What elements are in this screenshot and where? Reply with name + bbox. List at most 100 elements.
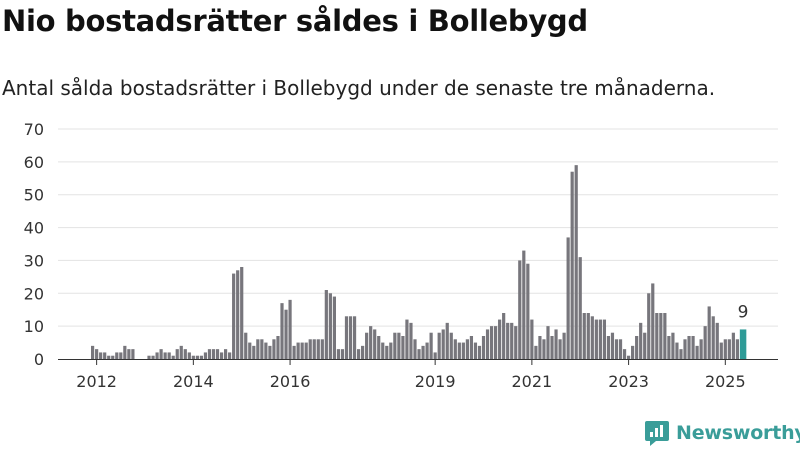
bar <box>352 316 357 359</box>
bar <box>365 332 369 359</box>
bar <box>663 313 667 359</box>
bar <box>659 313 663 359</box>
bar <box>240 267 244 359</box>
bar <box>731 332 735 359</box>
bar <box>276 336 280 359</box>
bar <box>590 316 594 359</box>
bar <box>316 339 320 359</box>
bar <box>530 319 534 359</box>
y-tick-label: 60 <box>24 153 44 172</box>
bar <box>381 342 385 359</box>
bar <box>598 319 602 359</box>
bar <box>119 352 123 359</box>
bar <box>300 342 304 359</box>
x-axis-ticks: 2012 2014 2016 2019 2021 2023 2025 <box>76 359 746 391</box>
bar <box>707 306 711 359</box>
bar <box>502 313 506 359</box>
bars <box>91 165 747 359</box>
bar <box>514 326 518 359</box>
bar <box>163 352 167 359</box>
bar <box>498 319 502 359</box>
y-tick-label: 30 <box>24 251 44 270</box>
bar <box>550 336 554 359</box>
bar <box>397 332 401 359</box>
bar <box>542 339 546 359</box>
bar <box>179 345 183 359</box>
bar <box>232 273 236 359</box>
bar <box>489 326 494 359</box>
bar <box>558 339 562 359</box>
bar <box>413 339 417 359</box>
bar <box>199 355 204 359</box>
bar <box>256 339 260 359</box>
bar <box>147 355 151 359</box>
bar <box>679 349 683 359</box>
bar <box>393 332 397 359</box>
bar <box>570 171 574 359</box>
bar <box>429 332 433 359</box>
bar <box>687 336 691 359</box>
bar <box>477 345 482 359</box>
x-tick-label: 2014 <box>173 372 214 391</box>
bar <box>433 352 437 359</box>
bar <box>159 349 163 359</box>
bar <box>469 336 474 359</box>
bar <box>711 316 715 359</box>
bar <box>248 342 252 359</box>
bar <box>421 345 425 359</box>
bar <box>639 322 643 359</box>
bar <box>389 342 393 359</box>
bar <box>719 342 723 359</box>
bar <box>602 319 607 359</box>
bar <box>340 349 345 359</box>
bar <box>647 293 651 359</box>
x-tick-label: 2023 <box>608 372 649 391</box>
bar <box>187 352 191 359</box>
bar <box>518 260 522 359</box>
bar <box>481 336 486 359</box>
bar <box>207 349 212 359</box>
x-tick-label: 2019 <box>415 372 456 391</box>
bar <box>457 342 461 359</box>
bar <box>401 336 405 359</box>
bar <box>344 316 349 359</box>
bar <box>449 332 453 359</box>
y-tick-label: 0 <box>34 350 44 369</box>
last-value-label: 9 <box>738 302 749 322</box>
y-axis-tick-labels: 0 10 20 30 40 50 60 70 <box>24 120 44 369</box>
bar <box>236 270 240 359</box>
bar <box>215 349 220 359</box>
bar <box>260 339 264 359</box>
bar-latest <box>739 329 747 359</box>
bar <box>171 355 175 359</box>
bar <box>223 349 228 359</box>
bar <box>111 355 115 359</box>
bar <box>582 313 586 359</box>
bar <box>320 339 324 359</box>
bar <box>155 352 159 359</box>
bar <box>667 336 671 359</box>
bar <box>626 355 631 359</box>
bar <box>675 342 679 359</box>
bar <box>107 355 111 359</box>
bar <box>465 339 469 359</box>
bar <box>610 332 615 359</box>
bar <box>445 322 449 359</box>
bar <box>268 345 272 359</box>
bar <box>622 349 627 359</box>
bar <box>191 355 195 359</box>
x-tick-label: 2012 <box>76 372 117 391</box>
bar <box>336 349 341 359</box>
newsworthy-logo-icon <box>645 421 669 446</box>
bar <box>671 332 675 359</box>
bar <box>727 339 731 359</box>
bar <box>594 319 598 359</box>
bar <box>332 296 336 359</box>
y-tick-label: 70 <box>24 120 44 139</box>
bar <box>441 329 445 359</box>
y-tick-label: 40 <box>24 219 44 238</box>
bar <box>494 326 498 359</box>
bar <box>546 326 550 359</box>
bar <box>361 345 365 359</box>
bar <box>691 336 695 359</box>
